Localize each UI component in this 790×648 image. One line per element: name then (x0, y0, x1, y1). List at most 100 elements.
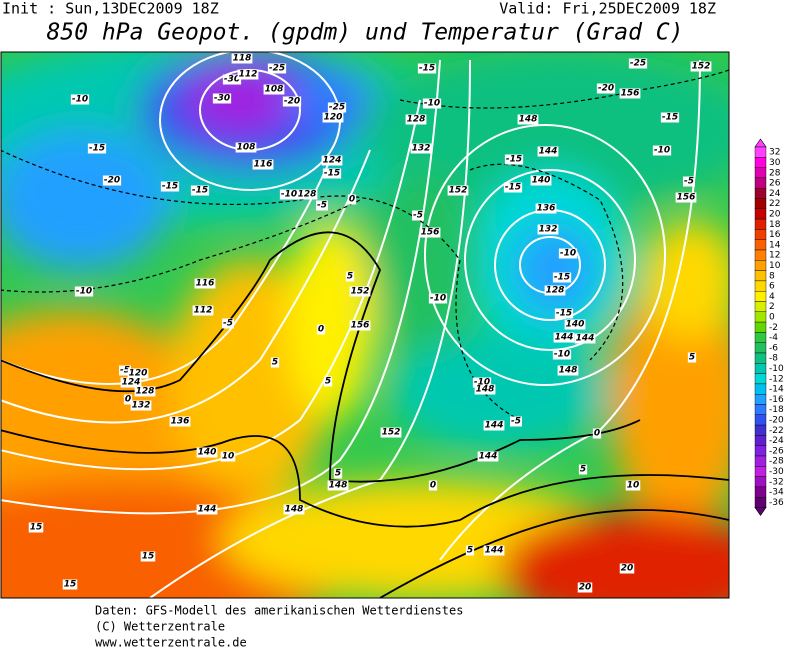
contour-label-box (592, 428, 602, 439)
contour-label-box (333, 468, 343, 479)
contour-label-box (564, 319, 586, 330)
contour-label: -5 (317, 201, 327, 211)
contour-label: -5 (511, 417, 521, 427)
colorbar-label: -12 (769, 374, 784, 384)
contour-label-box (212, 93, 232, 104)
contour-label: 0 (125, 395, 131, 405)
contour-label: 5 (325, 377, 331, 387)
contour-label-box (327, 102, 347, 113)
contour-label-box (557, 365, 579, 376)
contour-label: -15 (89, 144, 105, 154)
contour-label-box (74, 286, 94, 297)
colorbar-label: -8 (769, 354, 778, 364)
valid-time: Valid: Fri,25DEC2009 18Z (499, 0, 716, 18)
contour-label: 108 (237, 143, 256, 153)
contour-label-box (160, 181, 180, 192)
colorbar-label: -10 (769, 364, 784, 374)
contour-label: -10 (424, 99, 440, 109)
contour-label-box (483, 420, 505, 431)
contour-label: -20 (598, 84, 614, 94)
colorbar-arrow (754, 507, 767, 517)
colorbar-swatch (754, 270, 767, 282)
colorbar-swatch (754, 311, 767, 323)
contour-label: 152 (449, 186, 468, 196)
contour-label-box (130, 400, 152, 411)
contour-label: -5 (684, 177, 694, 187)
contour-label: 140 (532, 176, 551, 186)
contour-label-box (169, 416, 191, 427)
contour-label-box (690, 61, 712, 72)
contour-label-box (552, 349, 572, 360)
contour-label: 152 (382, 428, 401, 438)
contour-label-box (316, 200, 328, 211)
contour-label-box (140, 551, 156, 562)
contour-label: 148 (559, 366, 578, 376)
colorbar-swatch (754, 486, 767, 498)
contour-label-box (349, 286, 371, 297)
contour-label-box (625, 480, 641, 491)
contour-label-box (70, 94, 90, 105)
contour-label: 120 (324, 113, 343, 123)
colorbar-swatch (754, 146, 767, 158)
contour-label-box (322, 168, 342, 179)
contour-label: 152 (351, 287, 370, 297)
contour-label: 144 (485, 421, 504, 431)
colorbar-swatch (754, 497, 767, 508)
contour-label: 144 (479, 452, 498, 462)
colorbar-label: -26 (769, 446, 784, 456)
contour-label: 148 (329, 481, 348, 491)
contour-label-box (619, 88, 641, 99)
contour-label-box (119, 365, 131, 376)
contour-label: -10 (654, 146, 670, 156)
contour-label-box (220, 451, 236, 462)
contour-label-box (535, 203, 557, 214)
contour-label: -15 (419, 64, 435, 74)
contour-label-box (660, 112, 680, 123)
contour-label: -5 (120, 366, 130, 376)
contour-label: 116 (196, 279, 215, 289)
contour-label-box (558, 248, 578, 259)
contour-label-box (270, 357, 280, 368)
contour-label: 5 (467, 546, 473, 556)
contour-label: 5 (272, 358, 278, 368)
contour-label: 0 (318, 325, 324, 335)
colorbar-swatch (754, 373, 767, 385)
colorbar-label: 10 (769, 261, 781, 271)
contour-label-box (465, 545, 475, 556)
contour-label: -10 (560, 249, 576, 259)
contour-label-box (296, 189, 318, 200)
colorbar-swatch (754, 167, 767, 179)
contour-label: 128 (407, 115, 426, 125)
contour-label: 148 (285, 505, 304, 515)
colorbar-label: 28 (769, 168, 781, 178)
contour-label-box (120, 377, 142, 388)
contour-label-box (447, 185, 469, 196)
contour-label: 15 (64, 580, 77, 590)
colorbar-swatch (754, 208, 767, 220)
contour-label: -25 (630, 59, 646, 69)
contour-label: 156 (351, 321, 370, 331)
colorbar-label: -24 (769, 436, 784, 446)
contour-label: 0 (349, 195, 355, 205)
colorbar-swatch (754, 218, 767, 230)
colorbar-swatch (754, 321, 767, 333)
contour-label: -10 (474, 378, 490, 388)
colorbar-swatch (754, 301, 767, 313)
contour-label: 136 (537, 204, 556, 214)
contour-label-box (417, 63, 437, 74)
contour-label-box (419, 227, 441, 238)
contour-label: 144 (539, 147, 558, 157)
temperature-field (1, 52, 729, 598)
colorbar-swatch (754, 177, 767, 189)
contour-label-box (196, 447, 218, 458)
contour-label: -15 (505, 183, 521, 193)
colorbar-label: -22 (769, 426, 784, 436)
contour-label: 132 (132, 401, 151, 411)
contour-label-box (349, 320, 371, 331)
colorbar-label: 6 (769, 282, 775, 292)
contour-label: 152 (692, 62, 711, 72)
contour-label-box (428, 293, 448, 304)
contour-label: -25 (269, 64, 285, 74)
